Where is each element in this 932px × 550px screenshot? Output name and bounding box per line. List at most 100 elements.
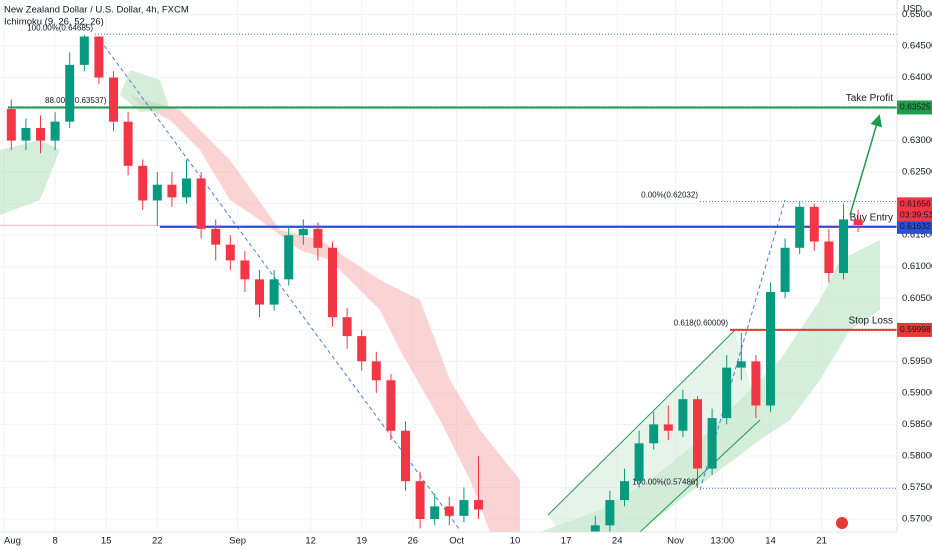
plot-area: 100.00%(0.64685) 88.00%(0.63537) 0.00%(0.6… [0,0,897,532]
candle-body [401,430,411,482]
trade-level-label: Stop Loss [849,316,893,327]
candle-body [284,235,294,280]
candle-body [50,121,60,141]
price-box-label: 0.59998 [900,324,931,334]
candle-body [225,244,235,261]
candle-body [313,228,323,248]
levels: 100.00%(0.64685) 88.00%(0.63537) 0.00%(0.6… [0,23,897,489]
candle-body [459,500,469,516]
candle-body [36,127,46,141]
x-tick-label: 26 [408,536,419,547]
x-tick-label: 24 [612,536,623,547]
candle-body [6,109,16,141]
candle-body [634,443,644,482]
candle-body [196,178,206,229]
x-tick-label: 12 [305,536,316,547]
candle-body [809,206,819,242]
candle-body [474,500,484,510]
candle-body [824,241,834,274]
candles [6,34,863,532]
candle-body [298,228,308,236]
price-axis [897,0,932,550]
candle-body [605,500,615,526]
x-tick-label: 21 [816,536,827,547]
x-tick-label: 19 [356,536,367,547]
countdown-label: 03:39:53 [900,210,932,220]
candle-body [692,399,702,469]
candle-body [328,247,338,318]
grid [0,0,897,532]
trade-level-label: Take Profit [846,93,893,104]
fib-label: 100.00%(0.57486) [632,477,698,486]
channel-line [639,419,761,532]
last-price-box [897,197,932,222]
x-tick-label: Oct [449,536,464,547]
candle-body [211,228,221,245]
x-tick-label: 10 [510,536,521,547]
ichimoku-cloud-bull [120,70,170,112]
candle-body [619,481,629,501]
x-tick-label: Nov [667,536,684,547]
candle-body [444,506,454,516]
channel-line [547,329,736,516]
candle-body [240,260,250,280]
fib-label: 100.00%(0.64685) [27,23,93,32]
indicator-label: Ichimoku (9, 26, 52, 26) [4,17,104,28]
y-tick-label: 0.65000 [902,9,932,20]
candle-body [722,367,732,419]
candle-body [795,206,805,248]
candle-body [65,64,75,122]
candle-body [649,424,659,444]
candle-body [765,291,775,406]
candle-body [736,361,746,368]
chart-title: New Zealand Dollar / U.S. Dollar, 4h, FX… [4,5,189,16]
x-tick-label: 8 [52,536,57,547]
candle-body [590,525,600,532]
trade-level-label: Buy Entry [850,213,893,224]
candle-body [707,418,717,469]
price-box [897,100,932,115]
candle-body [123,121,133,166]
candle-body [21,127,31,141]
x-tick-label: 14 [765,536,776,547]
price-box-label: 0.63525 [900,102,931,112]
x-tick-label: Sep [229,536,246,547]
candle-body [255,279,265,305]
flag-icon [836,517,848,529]
candle-body [138,165,148,201]
candle-body [663,424,673,431]
target-arrow [849,114,883,216]
candle-body [838,219,848,274]
x-tick-label: 17 [561,536,572,547]
candle-body [678,399,688,431]
candle-body [853,219,863,226]
price-box [897,322,932,337]
fib-label: 0.618(0.60009) [674,318,729,327]
x-tick-label: 15 [101,536,112,547]
candle-body [357,336,367,362]
candle-body [342,317,352,337]
price-box [897,219,932,234]
x-tick-label: Aug [4,536,21,547]
candle-body [386,380,396,431]
candle-body [182,178,192,198]
candle-body [415,481,425,520]
candle-body [79,36,89,65]
ichimoku-cloud-bear [130,95,520,532]
candle-body [109,77,119,122]
currency-label: USD [903,3,923,13]
